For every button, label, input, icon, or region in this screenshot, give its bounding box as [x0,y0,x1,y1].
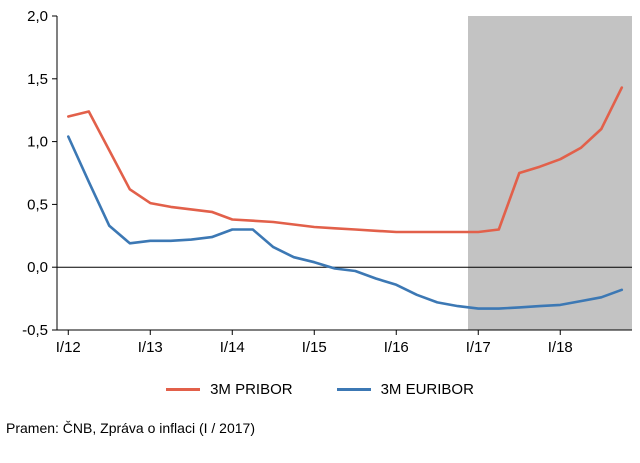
x-tick-label: I/12 [56,339,81,356]
chart-area: 2,0 1,5 1,0 0,5 0,0 -0,5 I/12 I/13 I/14 I/15 I/16 I… [22,8,632,356]
rate-chart-svg: 2,0 1,5 1,0 0,5 0,0 -0,5 I/12 I/13 I/14 I/15 I/16 I… [22,8,632,356]
y-tick-label: 2,0 [27,8,48,25]
series-line-3m-pribor [67,86,624,234]
y-tick-label: 0,5 [27,196,48,213]
pribor-line-swatch [166,387,201,391]
series-line-3m-euribor [67,135,624,310]
source-caption: Pramen: ČNB, Zpráva o inflaci (I / 2017) [6,420,255,436]
y-tick-label: -0,5 [22,322,48,339]
euribor-line-swatch [336,387,371,391]
legend-item-pribor: 3M PRIBOR [166,381,293,398]
forecast-region [468,16,632,330]
legend-label-euribor: 3M EURIBOR [380,380,474,398]
x-tick-label: I/14 [220,339,245,356]
y-tick-label: 0,0 [27,259,48,276]
legend-label-pribor: 3M PRIBOR [210,380,293,398]
x-tick-label: I/16 [384,339,409,356]
legend-item-euribor: 3M EURIBOR [336,380,474,398]
y-tick-label: 1,0 [27,134,48,151]
x-tick-label: I/17 [466,339,491,356]
y-tick-label: 1,5 [27,71,48,88]
x-tick-label: I/13 [138,339,163,356]
x-tick-label: I/18 [548,339,573,356]
chart-legend: 3M PRIBOR 3M EURIBOR [0,374,640,404]
x-tick-label: I/15 [302,339,327,356]
